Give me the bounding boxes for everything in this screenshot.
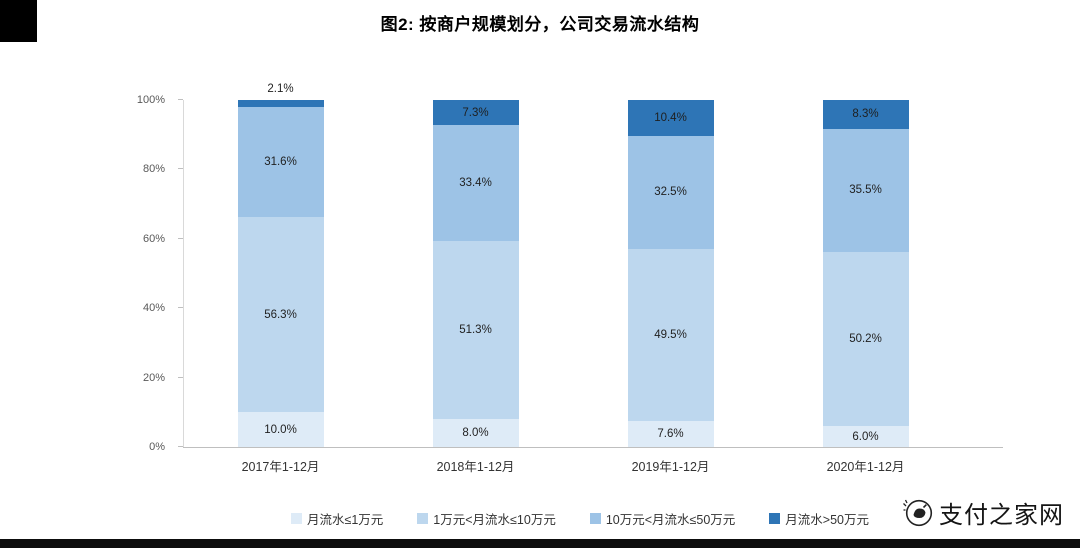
bar-segment: 33.4% xyxy=(432,125,519,242)
bar-segment: 56.3% xyxy=(237,216,324,413)
legend-label: 10万元<月流水≤50万元 xyxy=(605,513,736,527)
y-axis-tick-mark xyxy=(178,168,183,170)
bar-segment: 32.5% xyxy=(627,136,714,249)
legend-swatch xyxy=(290,513,302,524)
x-axis-category-label: 2018年1-12月 xyxy=(436,460,515,474)
y-axis-tick-mark xyxy=(178,376,183,378)
bar-segment: 49.5% xyxy=(627,248,714,421)
segment-value-label: 6.0% xyxy=(852,430,879,443)
segment-value-label: 7.3% xyxy=(462,106,489,119)
y-axis-tick-mark xyxy=(178,237,183,239)
bar-slot: 10.4% 32.5% 49.5% 7.6% xyxy=(573,100,768,447)
y-axis-tick-label: 60% xyxy=(142,232,165,245)
y-axis-tick-label: 40% xyxy=(142,302,165,315)
y-axis-tick-label: 20% xyxy=(142,371,165,384)
segment-value-label: 56.3% xyxy=(264,308,297,321)
x-axis-line xyxy=(183,447,1003,448)
segment-value-label: 49.5% xyxy=(654,328,687,341)
segment-value-label: 31.6% xyxy=(264,156,297,169)
bar-segment: 7.3% xyxy=(432,100,519,126)
segment-value-label: 50.2% xyxy=(849,333,882,346)
bar-segment: 6.0% xyxy=(822,426,909,447)
segment-value-label: 2.1% xyxy=(267,83,294,95)
legend-item: 1万元<月流水≤10万元 xyxy=(417,509,556,528)
bar-segment xyxy=(237,100,324,108)
bar-segment: 7.6% xyxy=(627,420,714,447)
segment-value-label: 33.4% xyxy=(459,177,492,190)
watermark: 支付之家网 xyxy=(903,495,1064,530)
stacked-bar: 7.3% 33.4% 51.3% 8.0% xyxy=(432,100,519,447)
x-axis-category-label: 2019年1-12月 xyxy=(631,460,710,474)
segment-value-label: 35.5% xyxy=(849,184,882,197)
bar-segment: 31.6% xyxy=(237,107,324,217)
bar-segment: 51.3% xyxy=(432,241,519,420)
legend-item: 月流水≤1万元 xyxy=(290,509,384,528)
x-axis-category-label: 2020年1-12月 xyxy=(826,460,905,474)
legend-item: 月流水>50万元 xyxy=(769,509,869,528)
stacked-bar: 2.1% 31.6% 56.3% 10.0% xyxy=(237,83,324,447)
y-axis-line xyxy=(183,100,184,447)
y-axis-tick-label: 100% xyxy=(136,94,165,106)
legend-swatch xyxy=(589,513,601,524)
bar-segment: 8.0% xyxy=(432,419,519,447)
paymenthome-logo-icon xyxy=(903,498,933,528)
bar-segment: 10.0% xyxy=(237,412,324,447)
legend-item: 10万元<月流水≤50万元 xyxy=(589,509,736,528)
legend: 月流水≤1万元 1万元<月流水≤10万元 10万元<月流水≤50万元 月流水>50万元 xyxy=(140,509,1020,528)
bar-segment: 50.2% xyxy=(822,251,909,427)
legend-swatch xyxy=(417,513,429,524)
segment-value-label: 10.0% xyxy=(264,423,297,436)
bar-segment: 35.5% xyxy=(822,128,909,252)
bar-segment: 10.4% xyxy=(627,100,714,137)
legend-label: 月流水>50万元 xyxy=(785,513,870,527)
segment-value-label: 7.6% xyxy=(657,427,684,440)
bar-slot: 2.1% 31.6% 56.3% 10.0% xyxy=(183,83,378,447)
y-axis-tick-mark xyxy=(178,307,183,309)
bottom-black-bar xyxy=(0,539,1080,548)
segment-value-label: 8.3% xyxy=(852,108,879,121)
bar-slot: 7.3% 33.4% 51.3% 8.0% xyxy=(378,100,573,447)
segment-value-label: 10.4% xyxy=(654,112,687,125)
y-axis-tick-label: 0% xyxy=(149,441,165,453)
top-left-black-bar xyxy=(0,0,37,42)
stacked-bar: 8.3% 35.5% 50.2% 6.0% xyxy=(822,100,909,447)
bar-segment: 8.3% xyxy=(822,100,909,129)
stacked-bar: 10.4% 32.5% 49.5% 7.6% xyxy=(627,100,714,447)
watermark-text: 支付之家网 xyxy=(939,502,1064,529)
y-axis: 0% 20% 40% 60% 80% 100% xyxy=(120,94,183,453)
segment-value-label: 8.0% xyxy=(462,427,489,440)
y-axis-tick-mark xyxy=(178,99,183,100)
legend-label: 月流水≤1万元 xyxy=(306,513,384,527)
segment-value-label: 51.3% xyxy=(459,324,492,337)
y-axis-tick-mark xyxy=(178,446,183,447)
x-axis-labels: 2017年1-12月 2018年1-12月 2019年1-12月 2020年1-12月 xyxy=(183,456,963,475)
x-axis-category-label: 2017年1-12月 xyxy=(241,460,320,474)
chart-title: 图2: 按商户规模划分，公司交易流水结构 xyxy=(380,15,700,34)
plot-area: 2.1% 31.6% 56.3% 10.0% 7.3% 33.4% 51.3% 8.0% 10.… xyxy=(183,83,963,447)
legend-label: 1万元<月流水≤10万元 xyxy=(433,513,556,527)
legend-swatch xyxy=(769,513,781,524)
bar-slot: 8.3% 35.5% 50.2% 6.0% xyxy=(768,100,963,447)
y-axis-tick-label: 80% xyxy=(142,163,165,176)
segment-value-label: 32.5% xyxy=(654,186,687,199)
